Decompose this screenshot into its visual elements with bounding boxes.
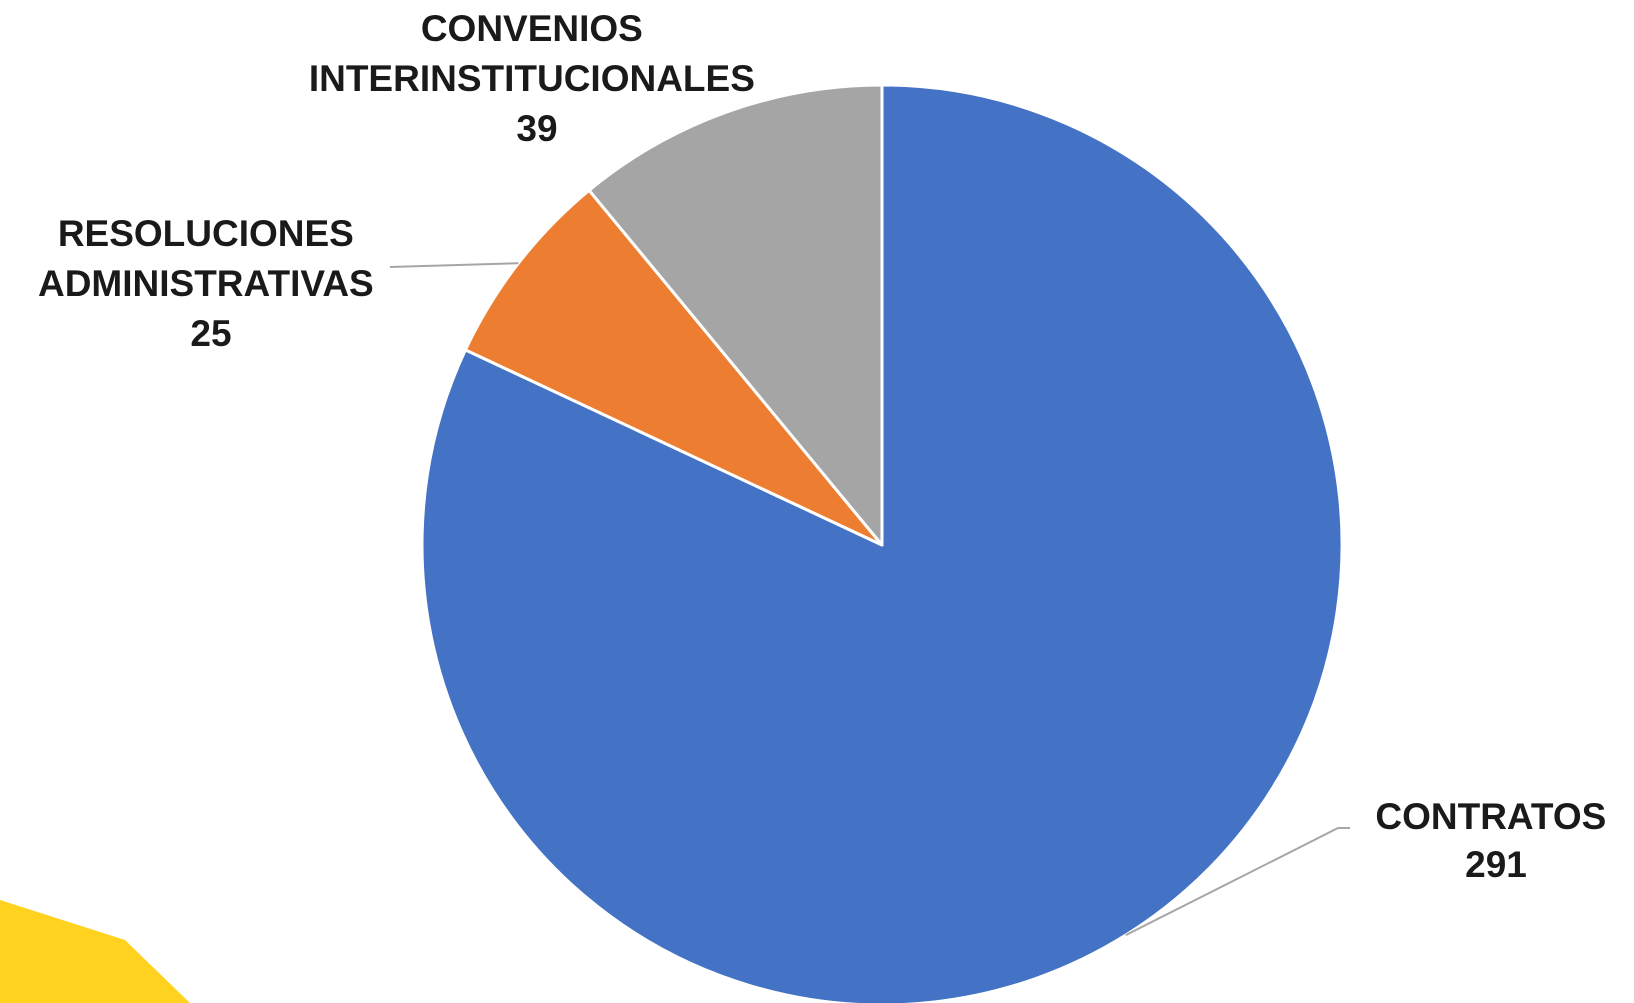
data-label-contratos-value: 291	[1465, 844, 1527, 885]
leader-line-resoluciones	[389, 262, 519, 268]
pie-slice-resoluciones	[463, 188, 884, 547]
pie-slices	[420, 83, 1344, 1003]
data-label-resoluciones-line1: RESOLUCIONES	[58, 213, 354, 254]
data-label-resoluciones-line2: ADMINISTRATIVAS	[38, 263, 374, 304]
data-label-resoluciones: RESOLUCIONES ADMINISTRATIVAS 25	[38, 213, 384, 354]
data-label-convenios-value: 39	[516, 108, 557, 149]
data-label-convenios: CONVENIOS INTERINSTITUCIONALES 39	[309, 8, 765, 149]
data-label-convenios-line2: INTERINSTITUCIONALES	[309, 58, 755, 99]
corner-accent-shape	[0, 900, 190, 1003]
data-label-contratos-name: CONTRATOS	[1375, 796, 1606, 837]
data-label-resoluciones-value: 25	[190, 313, 231, 354]
data-label-contratos: CONTRATOS 291	[1375, 796, 1616, 885]
leader-lines	[389, 262, 1350, 936]
leader-line-contratos	[1125, 827, 1350, 936]
data-label-convenios-line1: CONVENIOS	[421, 8, 643, 49]
pie-slice-convenios	[587, 83, 884, 547]
